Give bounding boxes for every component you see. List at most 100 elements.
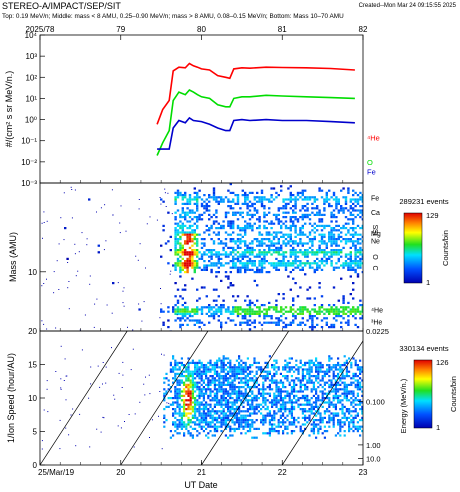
spectrogram-cell <box>352 266 355 269</box>
spectrogram-cell <box>289 220 292 223</box>
spectrogram-cell <box>181 209 184 212</box>
spectrogram-cell <box>294 253 297 256</box>
speed-cell <box>286 427 289 430</box>
speed-cell <box>251 408 254 411</box>
speed-cell <box>240 401 243 404</box>
spectrogram-cell <box>188 246 192 249</box>
spectrogram-cell <box>280 185 283 188</box>
speed-cell <box>359 381 362 384</box>
speed-cell <box>216 388 219 391</box>
speed-cell <box>222 423 225 426</box>
speed-cell <box>191 379 194 382</box>
speed-cell <box>345 390 348 393</box>
speed-cell <box>312 361 315 364</box>
speed-cell <box>253 412 256 415</box>
spectrogram-cell <box>342 312 345 315</box>
speed-cell <box>189 372 192 375</box>
spectrogram-cell <box>294 310 297 313</box>
spectrogram-cell <box>265 251 268 254</box>
spectrogram-cell <box>258 244 261 247</box>
speed-cell <box>301 377 304 380</box>
spectrogram-cell <box>280 227 283 230</box>
spectrogram-cell <box>184 253 187 256</box>
spectrogram-cell <box>236 257 240 260</box>
speed-cell <box>273 379 276 382</box>
speed-cell <box>293 386 296 389</box>
spectrogram-cell <box>191 229 194 232</box>
spectrogram-cell <box>229 251 232 254</box>
speed-cell <box>284 386 287 389</box>
spectrogram-cell <box>306 262 309 265</box>
spectrogram-cell <box>246 227 249 230</box>
spectrogram-cell <box>239 229 242 232</box>
speed-cell <box>255 370 258 373</box>
speed-cell <box>235 419 238 422</box>
middle-colorbar-min: 1 <box>426 278 430 287</box>
speed-cell <box>310 388 313 391</box>
speed-cell <box>198 405 201 408</box>
speed-cell <box>183 364 186 367</box>
spectrogram-cell <box>179 213 182 216</box>
speed-cell <box>183 390 186 393</box>
speed-cell <box>321 386 324 389</box>
spectrogram-cell <box>234 202 237 205</box>
spectrogram-cell <box>347 323 350 326</box>
speed-cell <box>178 383 181 386</box>
spectrogram-cell <box>316 253 319 256</box>
speed-cell <box>218 425 221 428</box>
speed-cell <box>191 377 194 380</box>
speed-cell <box>178 361 181 364</box>
speed-cell <box>224 377 227 380</box>
spectrogram-cell <box>256 211 259 214</box>
spectrogram-cell <box>272 262 276 265</box>
spectrogram-cell <box>181 229 184 232</box>
spectrogram-cell <box>244 264 247 267</box>
speed-cell <box>361 408 363 411</box>
speed-cell <box>286 366 289 369</box>
speed-cell <box>224 383 227 386</box>
speed-cell <box>332 388 335 391</box>
spectrogram-cell <box>244 321 247 324</box>
speed-cell <box>260 419 263 422</box>
speed-cell <box>326 364 329 367</box>
energy-axis-label: Energy (MeV/n.) <box>399 378 408 433</box>
spectrogram-cell <box>196 253 199 256</box>
spectrogram-cell <box>236 240 240 243</box>
speed-cell <box>354 375 357 378</box>
spectrogram-cell <box>229 284 232 287</box>
speed-cell <box>227 377 230 380</box>
spectrogram-cell <box>359 227 362 230</box>
speed-cell <box>174 408 177 411</box>
spectrogram-cell <box>212 196 216 199</box>
spectrogram-cell <box>330 255 333 258</box>
spectrogram-cell <box>275 231 278 234</box>
spectrogram-cell <box>330 233 333 236</box>
spectrogram-cell <box>217 253 220 256</box>
spectrogram-cell <box>198 189 201 192</box>
spectrogram-cell <box>294 242 297 245</box>
spectrogram-cell <box>196 255 199 258</box>
spectrogram-cell <box>251 310 254 313</box>
speed-cell <box>211 379 214 382</box>
speed-cell <box>231 412 234 415</box>
speed-cell <box>205 370 208 373</box>
speed-cell <box>295 425 298 428</box>
speed-cell <box>196 366 199 369</box>
spectrogram-cell <box>253 312 256 315</box>
spectrogram-cell <box>232 231 235 234</box>
speed-cell <box>185 403 188 406</box>
spectrogram-cell <box>188 220 192 223</box>
speed-cell <box>242 427 245 430</box>
spectrogram-cell <box>316 264 319 267</box>
spectrogram-cell <box>311 211 314 214</box>
spectrogram-cell <box>325 317 328 320</box>
spectrogram-cell <box>335 308 338 311</box>
speed-cell <box>220 368 223 371</box>
speed-cell <box>235 390 238 393</box>
spectrogram-cell <box>270 244 273 247</box>
speed-cell <box>180 399 183 402</box>
spectrogram-cell <box>306 319 309 322</box>
speed-cell <box>262 375 265 378</box>
spectrogram-cell <box>167 326 170 329</box>
speed-cell <box>249 405 252 408</box>
